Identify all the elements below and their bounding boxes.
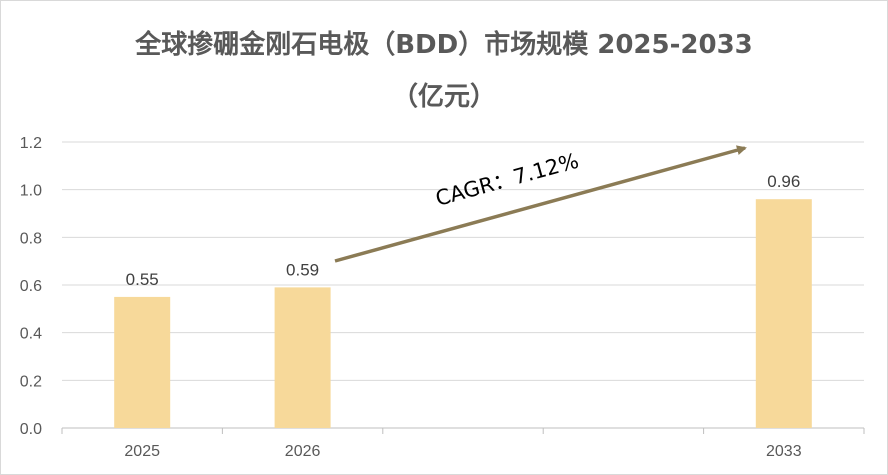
cagr-arrow [334, 145, 747, 263]
cagr-label: CAGR：7.12% [433, 149, 581, 211]
y-tick-label: 0.0 [20, 421, 42, 438]
bar-2033 [755, 199, 812, 428]
data-label-2033: 0.96 [767, 172, 800, 191]
y-tick-label: 0.4 [20, 326, 42, 343]
bars [114, 199, 812, 428]
bar-2026 [274, 287, 331, 428]
y-tick-label: 1.2 [20, 135, 42, 152]
y-tick-label: 0.2 [20, 373, 42, 390]
x-tick-label: 2026 [285, 443, 321, 460]
chart-title: 全球掺硼金刚石电极（BDD）市场规模 2025-2033 [135, 30, 753, 60]
axes: 0.0 0.2 0.4 0.6 0.8 1.0 1.2 2025 2026 2033 [20, 135, 865, 460]
cagr-annotation: CAGR：7.12% [334, 145, 747, 263]
x-tick-label: 2025 [124, 443, 160, 460]
x-tick-label: 2033 [766, 443, 802, 460]
gridlines [62, 141, 864, 381]
data-labels: 0.55 0.59 0.96 [126, 172, 801, 289]
y-tick-label: 1.0 [20, 183, 42, 200]
data-label-2025: 0.55 [126, 270, 159, 289]
chart-title-unit: （亿元） [391, 82, 496, 112]
y-tick-label: 0.6 [20, 278, 42, 295]
bar-2025 [114, 296, 171, 428]
y-tick-label: 0.8 [20, 230, 42, 247]
data-label-2026: 0.59 [286, 260, 319, 279]
